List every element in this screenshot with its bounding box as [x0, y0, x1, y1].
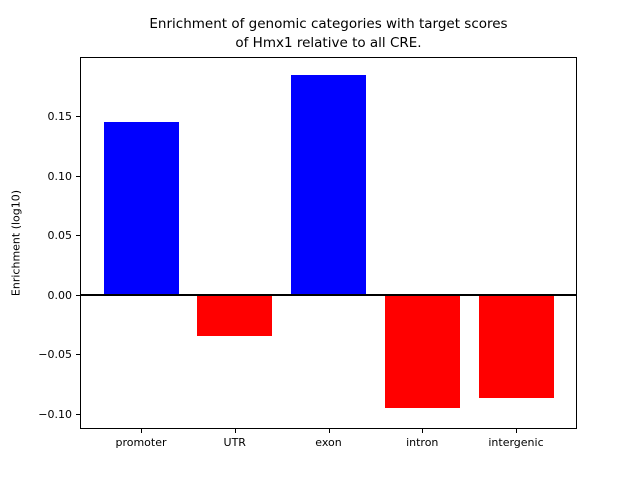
- y-tick-label: −0.10: [38, 407, 72, 421]
- y-tick-mark: [76, 175, 80, 177]
- chart-title: Enrichment of genomic categories with ta…: [80, 15, 577, 53]
- y-tick-mark: [76, 294, 80, 296]
- bar-intergenic: [478, 294, 554, 399]
- y-tick-mark: [76, 413, 80, 415]
- y-axis-label: Enrichment (log10): [9, 189, 23, 297]
- x-tick-mark: [141, 429, 142, 433]
- x-tick-mark: [516, 429, 517, 433]
- y-tick-label: 0.00: [47, 288, 73, 302]
- y-tick-mark: [76, 354, 80, 356]
- y-tick-mark: [76, 235, 80, 237]
- y-tick-label: 0.05: [47, 229, 73, 243]
- chart-title-line1: Enrichment of genomic categories with ta…: [149, 16, 508, 32]
- bar-UTR: [197, 294, 273, 337]
- x-tick-label-intron: intron: [406, 436, 439, 449]
- x-tick-label-intergenic: intergenic: [488, 436, 544, 449]
- bar-intron: [384, 294, 460, 408]
- x-tick-label-promoter: promoter: [115, 436, 167, 449]
- chart-title-line2: of Hmx1 relative to all CRE.: [235, 35, 422, 51]
- y-tick-mark: [76, 116, 80, 118]
- y-tick-label: 0.10: [47, 169, 73, 183]
- x-tick-label-exon: exon: [315, 436, 342, 449]
- plot-area: [80, 57, 577, 429]
- x-tick-mark: [422, 429, 424, 433]
- zero-line: [81, 293, 576, 296]
- y-tick-label: 0.15: [47, 110, 73, 124]
- x-tick-label-UTR: UTR: [223, 436, 246, 449]
- bar-exon: [291, 74, 366, 295]
- x-tick-mark: [234, 429, 236, 433]
- bar-promoter: [103, 122, 179, 295]
- x-tick-mark: [328, 429, 330, 433]
- y-tick-label: −0.05: [38, 348, 72, 362]
